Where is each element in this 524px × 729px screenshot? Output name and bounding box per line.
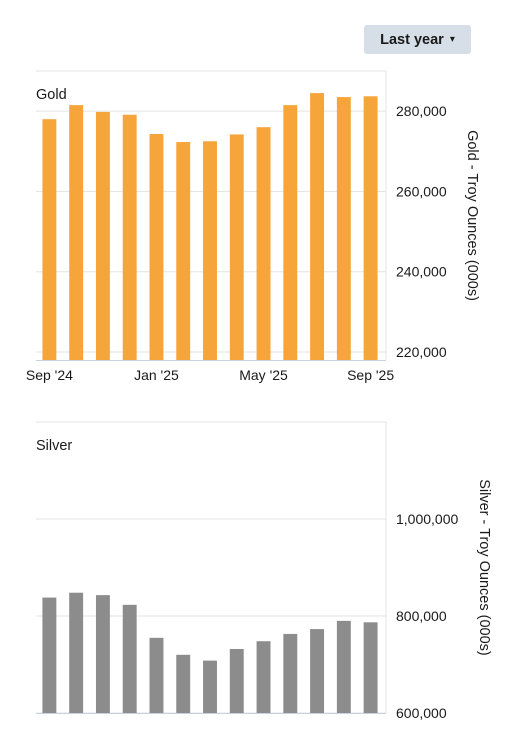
gold-y-axis-title: Gold - Troy Ounces (000s) [464,130,480,301]
silver-bar [42,597,57,713]
silver-bar [69,592,84,713]
gold-title: Gold [36,87,67,103]
gold-bar [256,127,271,360]
time-range-dropdown[interactable]: Last year ▾ [364,25,471,54]
gold-bar [95,111,110,360]
silver-bar [176,654,191,713]
gold-bar [203,141,217,360]
gold-bar [283,105,298,360]
gold-x-tick-label: Sep '25 [347,367,394,383]
gold-bar [229,134,244,360]
silver-bar [283,633,298,713]
gold-x-tick-label: May '25 [239,367,288,383]
gold-bar [336,97,351,361]
silver-bar [256,641,271,713]
silver-bar [336,620,351,713]
silver-bar [95,595,110,713]
silver-title: Silver [36,438,72,454]
silver-y-tick-label: 800,000 [396,608,447,624]
gold-y-tick-label: 260,000 [396,183,447,199]
gold-chart: 220,000 240,000 260,000 280,000 Sep '24 Jan '… [26,70,480,383]
silver-bar [229,648,244,713]
gold-bar [42,119,57,361]
silver-chart: 600,000 800,000 1,000,000 Silver Silver - Tr… [36,421,492,721]
gold-bar [310,93,325,360]
gold-x-tick-label: Jan '25 [134,367,179,383]
gold-bar [176,142,191,360]
gold-bar [149,134,164,360]
gold-y-tick-label: 240,000 [396,264,447,280]
gold-y-tick-label: 280,000 [396,103,447,119]
silver-y-tick-label: 1,000,000 [396,511,458,527]
gold-bar [69,105,84,360]
silver-y-axis-title: Silver - Troy Ounces (000s) [476,479,492,655]
gold-bar [122,114,137,360]
time-range-label: Last year [380,31,444,48]
silver-bar [203,660,217,713]
silver-bar [122,604,137,713]
silver-bar [310,629,325,713]
silver-bar [363,622,378,713]
gold-x-tick-label: Sep '24 [26,367,73,383]
gold-y-tick-label: 220,000 [396,344,447,360]
silver-y-tick-label: 600,000 [396,705,447,721]
chevron-down-icon: ▾ [449,34,455,45]
silver-bar [149,637,164,713]
gold-bar [363,96,378,360]
